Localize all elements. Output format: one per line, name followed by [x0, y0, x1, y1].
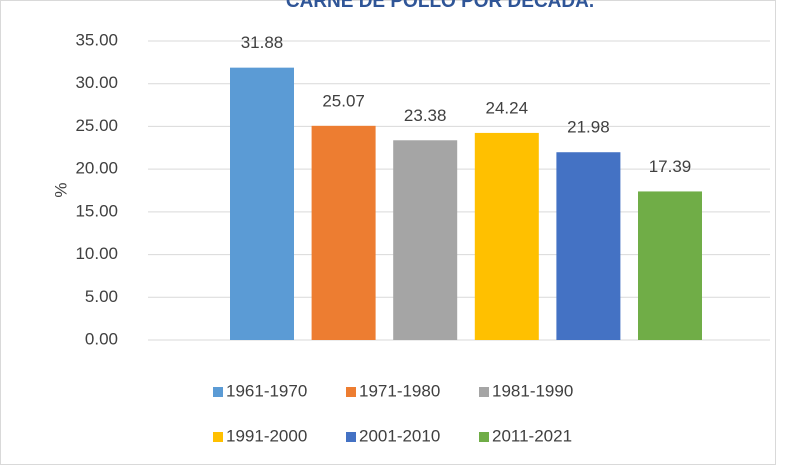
- y-axis-label: %: [51, 182, 70, 197]
- y-tick-label: 10.00: [75, 244, 118, 263]
- y-tick-label: 20.00: [75, 159, 118, 178]
- data-label: 24.24: [486, 98, 529, 117]
- legend-swatch: [479, 432, 489, 442]
- data-label: 23.38: [404, 106, 447, 125]
- y-tick-label: 35.00: [75, 30, 118, 49]
- legend-swatch: [346, 387, 356, 397]
- legend-swatch: [213, 387, 223, 397]
- legend-label: 1981-1990: [492, 381, 573, 400]
- bar: [393, 140, 458, 340]
- legend-swatch: [479, 387, 489, 397]
- legend-swatch: [213, 432, 223, 442]
- data-label: 21.98: [567, 118, 610, 137]
- y-tick-label: 25.00: [75, 116, 118, 135]
- bar: [230, 67, 294, 340]
- legend-label: 1961-1970: [226, 381, 307, 400]
- bar: [638, 191, 702, 340]
- legend-swatch: [346, 432, 356, 442]
- legend-label: 1971-1980: [359, 381, 440, 400]
- data-label: 17.39: [649, 157, 692, 176]
- y-tick-label: 30.00: [75, 73, 118, 92]
- y-tick-label: 15.00: [75, 201, 118, 220]
- legend-label: 2001-2010: [359, 426, 440, 445]
- y-tick-label: 5.00: [85, 287, 118, 306]
- y-tick-label: 0.00: [85, 329, 118, 348]
- legend-label: 2011-2021: [492, 426, 572, 445]
- legend-label: 1991-2000: [226, 426, 307, 445]
- data-label: 31.88: [241, 33, 284, 52]
- bar: [311, 125, 376, 341]
- data-label: 25.07: [322, 91, 365, 110]
- bar: [556, 152, 621, 340]
- chart-title: CARNE DE POLLO POR DECADA.: [286, 0, 594, 12]
- bar: [474, 132, 539, 340]
